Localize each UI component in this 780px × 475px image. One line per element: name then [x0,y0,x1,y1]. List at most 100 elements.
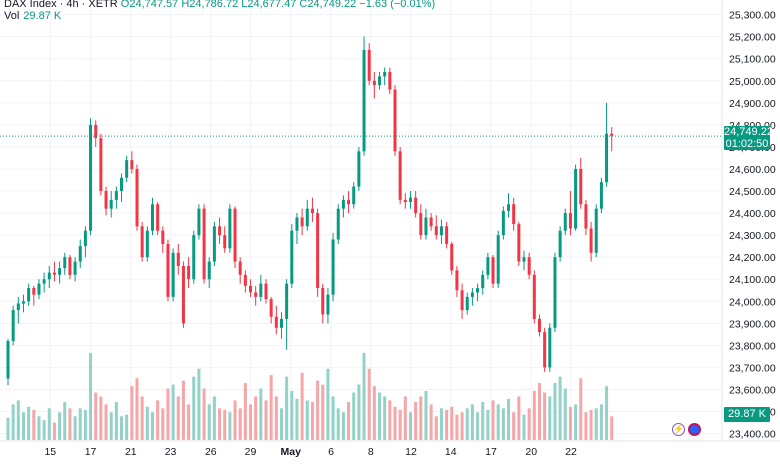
candle-body [78,246,82,262]
candle-body [228,208,232,249]
volume-bar [94,392,98,440]
volume-bar [460,412,464,440]
time-tick-label: 23 [165,446,177,458]
candle-body [73,261,77,275]
last-price-value: 24,749.22 [724,126,773,138]
candle-body [367,49,371,81]
candle-body [584,204,588,229]
candle-body [599,182,603,209]
volume-bar [610,416,614,440]
time-axis[interactable]: 15 17 21 23 26 29 May 6 8 12 14 17 20 22 [44,446,576,458]
candle-body [176,252,180,266]
price-tick-label: 24,500.00 [729,186,776,198]
time-tick-label: 21 [125,446,137,458]
candle-body [486,257,490,275]
volume-value: 29.87 K [23,10,62,22]
candle-body [27,288,31,302]
price-tick-label: 24,300.00 [729,230,776,242]
candle-body [398,151,402,200]
volume-bar [543,392,547,440]
volume-bar [52,422,56,440]
candle-body [120,177,124,192]
volume-bar [243,383,247,440]
volume-bar [476,412,480,440]
volume-bar [341,412,345,440]
candle-body [187,266,191,280]
volume-bar [140,396,144,440]
price-tick-label: 25,100.00 [729,54,776,66]
symbol-name[interactable]: DAX Index · 4h · XETR [4,0,118,10]
candle-body [68,257,72,275]
volume-bar [347,402,351,440]
flash-icon[interactable]: ⚡ [672,423,685,436]
candle-body [52,272,56,275]
candle-body [254,292,258,297]
volume-bar [192,376,196,440]
candle-body [274,316,278,328]
time-tick-label: 17 [485,446,497,458]
volume-bar [171,384,175,440]
candle-body [460,290,464,311]
volume-bar [507,398,511,440]
volume-bar [223,409,227,440]
candle-body [383,71,387,77]
volume-bar [32,409,36,440]
record-icon[interactable] [688,423,701,436]
candle-body [491,257,495,284]
ohlc-values: O24,747.57 H24,786.72 L24,677.47 C24,749… [120,0,436,10]
volume-bar [42,420,46,440]
candle-body [321,288,325,315]
volume-bar [383,396,387,440]
price-axis[interactable]: 23,400.0023,500.0023,600.0023,700.0023,8… [729,10,776,441]
volume-bar [83,409,87,440]
candle-body [99,138,103,192]
candle-body [610,133,614,136]
candle-body [238,261,242,275]
candle-body [218,226,222,236]
volume-bar [212,396,216,440]
volume-bar [120,416,124,440]
candle-body [445,226,449,244]
volume-bar [114,402,118,440]
candles [6,36,614,386]
candle-body [450,243,454,271]
candle-body [357,151,361,187]
candle-body [439,226,443,236]
volume-bar [362,352,366,440]
price-tick-label: 23,900.00 [729,318,776,330]
price-tick-label: 23,700.00 [729,362,776,374]
candle-body [264,283,268,300]
price-tick-label: 24,100.00 [729,274,776,286]
volume-bar [11,404,15,440]
volume-bar [269,375,273,440]
volume-bar [408,412,412,440]
volume-bar [295,398,299,440]
volume-bar [378,392,382,440]
candle-body [507,204,511,211]
candle-body [130,160,134,169]
volume-bar [109,412,113,440]
candle-body [372,80,376,86]
candle-body [589,228,593,253]
candle-body [310,208,314,214]
bar-countdown: 01:02:50 [725,138,769,150]
volume-bar [279,408,283,440]
candle-body [326,294,330,315]
time-tick-label: 17 [85,446,97,458]
candle-body [94,124,98,139]
volume-bar [238,408,242,440]
volume-bar [599,404,603,440]
time-tick-label: 15 [44,446,56,458]
volume-bar [156,400,160,440]
volume-bar [135,378,139,440]
candle-body [341,199,345,209]
volume-bar [264,400,268,440]
time-tick-label: 6 [328,446,334,458]
candle-body [465,296,469,311]
candle-body [269,299,273,317]
candle-body [316,213,320,289]
volume-bar [574,404,578,440]
volume-badge: 29.87 K [724,407,770,422]
